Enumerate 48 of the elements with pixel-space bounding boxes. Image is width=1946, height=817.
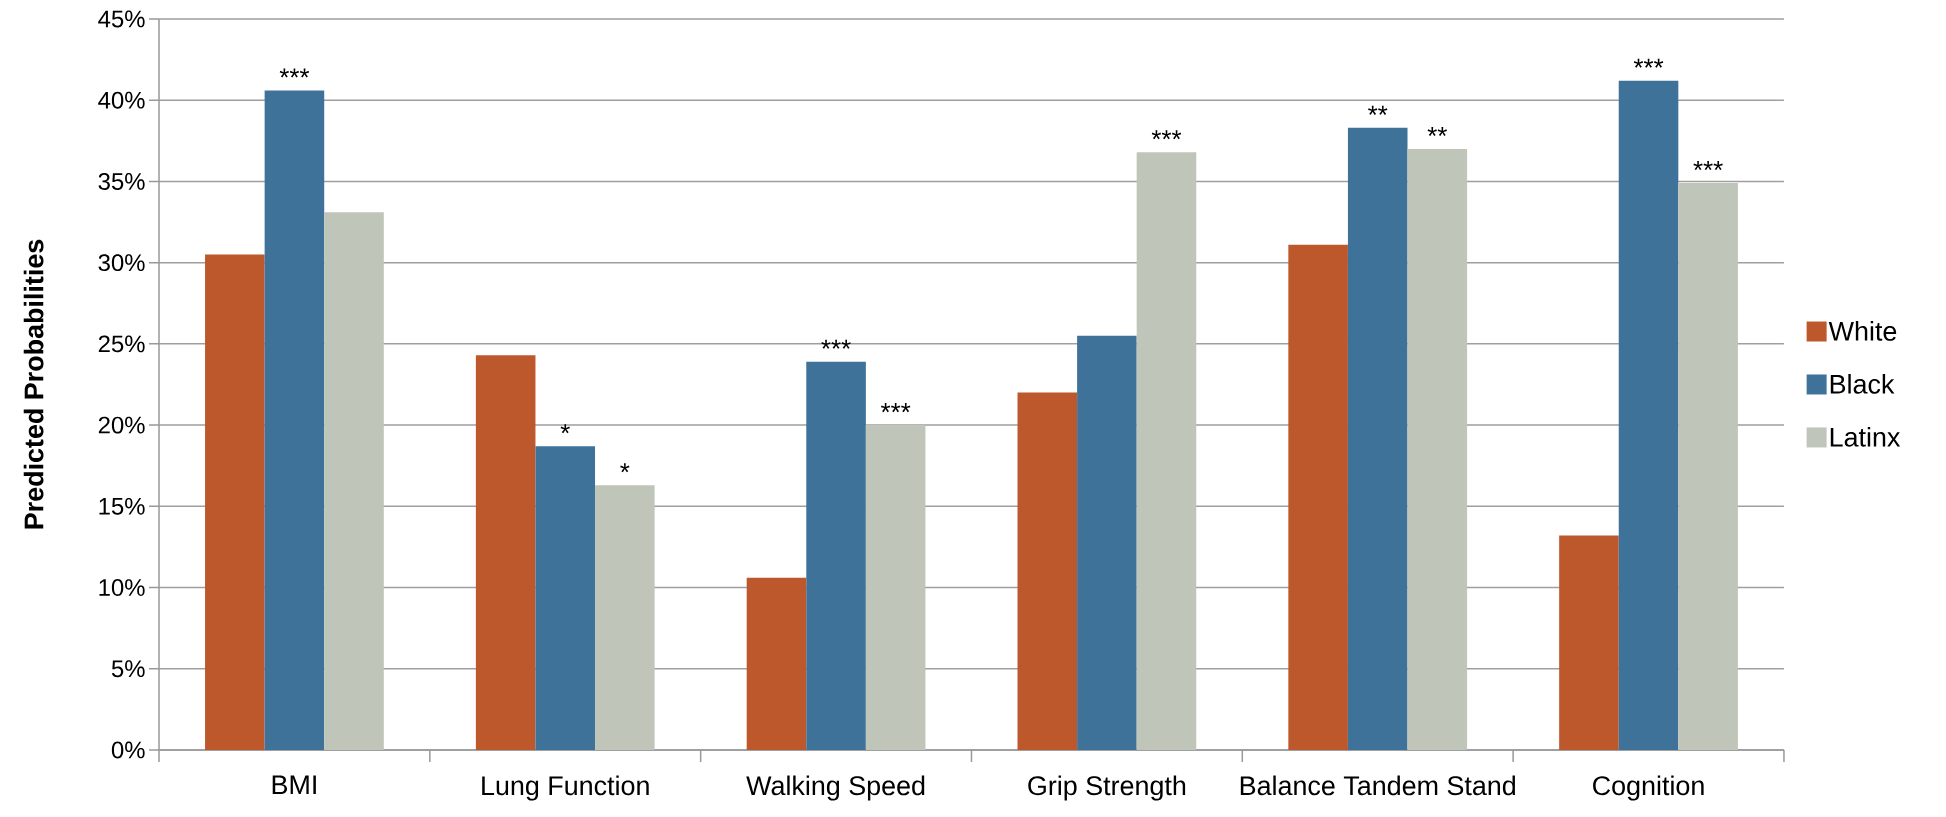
x-tick-label: BMI	[272, 775, 316, 795]
y-tick-label: 5%	[111, 660, 145, 678]
bar	[1678, 183, 1738, 750]
y-tick-label: 25%	[98, 335, 145, 353]
data-label: *	[620, 463, 630, 473]
x-tick-label: Grip Strength	[1028, 775, 1186, 801]
data-label: ***	[279, 68, 310, 78]
legend-label: Latinx	[1830, 426, 1901, 447]
bar	[1347, 127, 1408, 750]
legend-label: White	[1828, 321, 1897, 341]
y-tick-label: 15%	[99, 497, 145, 515]
data-label: **	[1427, 126, 1447, 137]
bar	[1407, 148, 1468, 750]
x-tick-label: Cognition	[1593, 775, 1704, 801]
legend-label: Black	[1830, 373, 1895, 394]
data-label: ***	[1151, 130, 1182, 140]
bar	[806, 361, 866, 750]
bar	[264, 90, 325, 750]
data-label: ***	[1633, 58, 1664, 68]
y-tick-label: 45%	[98, 10, 145, 28]
y-tick-label: 10%	[99, 579, 145, 597]
bar	[595, 485, 655, 750]
data-label: ***	[880, 403, 911, 413]
x-tick-label: Walking Speed	[746, 775, 925, 801]
data-label: *	[560, 424, 570, 434]
y-tick-label: 0%	[111, 741, 145, 759]
bar	[1288, 244, 1348, 750]
y-tick-label: 35%	[98, 172, 145, 190]
bar	[535, 446, 596, 750]
bar	[1136, 152, 1197, 750]
bar	[1618, 80, 1679, 750]
y-tick-label: 20%	[98, 416, 145, 434]
bar	[746, 577, 807, 750]
bar	[1017, 392, 1078, 750]
bar	[1559, 535, 1619, 750]
bar	[1077, 335, 1137, 750]
y-axis-title: Predicted Probabilities	[23, 239, 44, 529]
y-tick-label: 40%	[98, 91, 145, 109]
bar	[865, 425, 926, 750]
data-label: ***	[1693, 161, 1723, 171]
bar	[475, 355, 536, 750]
x-tick-label: Lung Function	[482, 775, 649, 801]
data-label: **	[1368, 105, 1388, 115]
data-label: ***	[821, 339, 851, 349]
bar	[205, 254, 265, 750]
bar	[324, 212, 384, 750]
x-tick-label: Balance Tandem Stand	[1240, 775, 1515, 796]
y-tick-label: 30%	[98, 254, 145, 272]
